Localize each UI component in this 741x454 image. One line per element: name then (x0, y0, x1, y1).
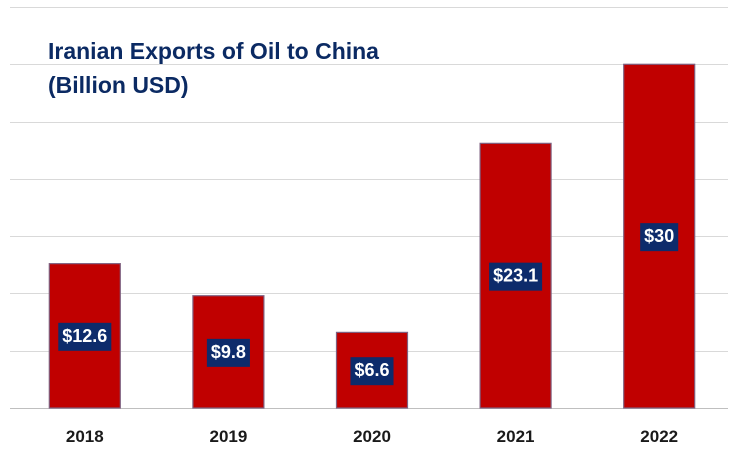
gridlines (10, 7, 728, 409)
data-label-text: $12.6 (62, 326, 107, 346)
chart-title-line2: (Billion USD) (48, 72, 189, 98)
data-label-text: $23.1 (493, 266, 538, 286)
data-label-2019: $9.8 (206, 338, 250, 367)
data-label-background (640, 223, 679, 252)
data-label-text: $9.8 (211, 342, 246, 362)
x-tick-2021: 2021 (497, 427, 535, 446)
data-labels: $12.6 $9.8 $6.6 $23.1 $30 (58, 223, 679, 386)
data-label-background (489, 262, 543, 291)
x-tick-2022: 2022 (640, 427, 678, 446)
data-label-background (350, 357, 394, 386)
x-tick-2020: 2020 (353, 427, 391, 446)
data-label-background (206, 338, 250, 367)
data-label-text: $6.6 (354, 360, 389, 380)
x-tick-2018: 2018 (66, 427, 104, 446)
data-label-2020: $6.6 (350, 357, 394, 386)
data-label-2022: $30 (640, 223, 679, 252)
x-tick-labels: 2018 2019 2020 2021 2022 (66, 427, 678, 446)
x-tick-2019: 2019 (209, 427, 247, 446)
data-label-2021: $23.1 (489, 262, 543, 291)
data-label-background (58, 322, 112, 351)
chart-title-line1: Iranian Exports of Oil to China (48, 38, 379, 64)
data-label-2018: $12.6 (58, 322, 112, 351)
data-label-text: $30 (644, 226, 674, 246)
